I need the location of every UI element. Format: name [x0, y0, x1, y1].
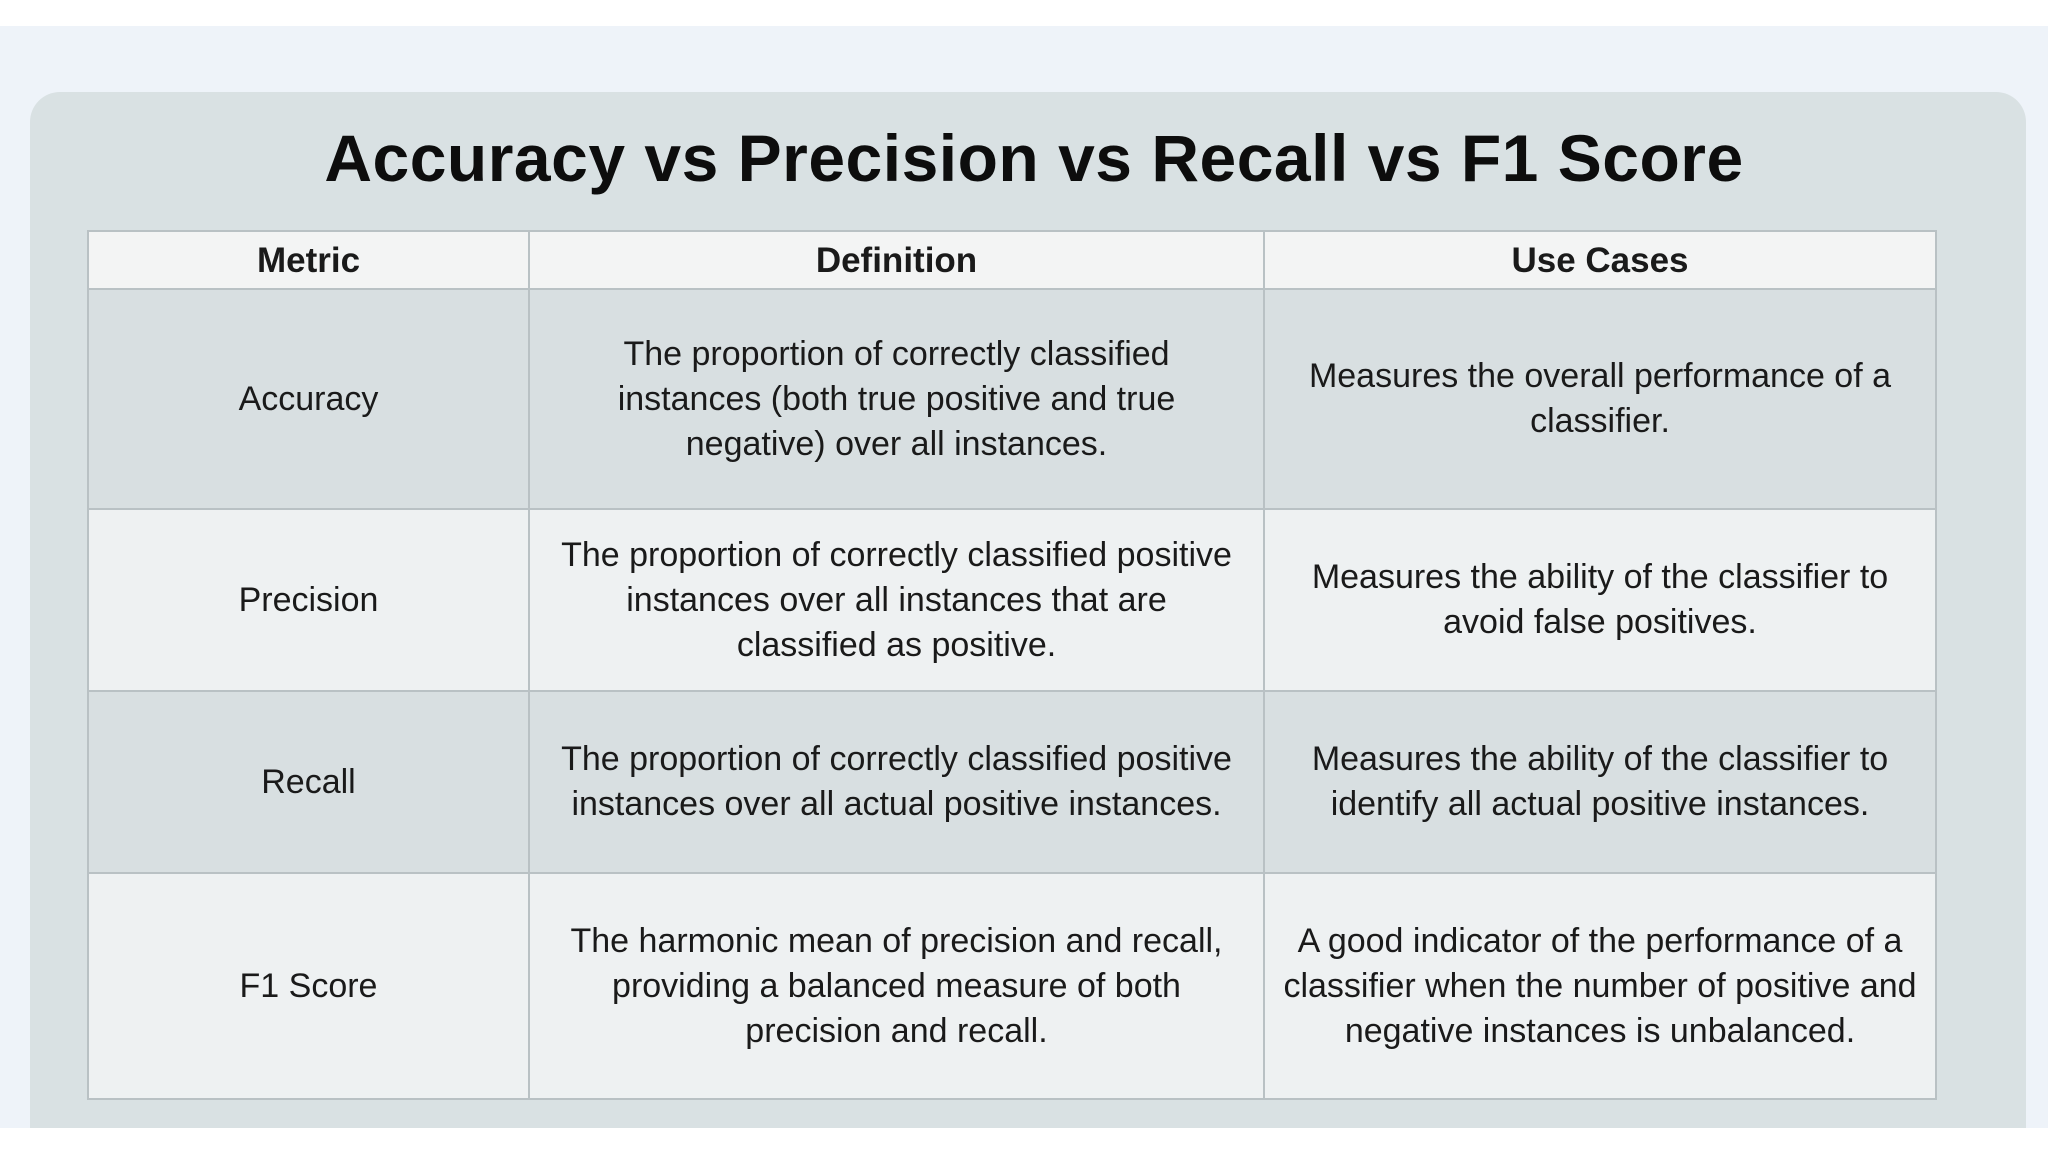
cell-definition: The proportion of correctly classified p…: [528, 508, 1265, 692]
cell-metric: Accuracy: [87, 288, 530, 510]
metrics-comparison-table: Metric Definition Use Cases Accuracy The…: [87, 230, 1937, 1100]
cell-definition: The harmonic mean of precision and recal…: [528, 872, 1265, 1100]
cell-definition: The proportion of correctly classified p…: [528, 690, 1265, 874]
table-row-accuracy: Accuracy The proportion of correctly cla…: [87, 288, 1937, 510]
cell-use-case: Measures the ability of the classifier t…: [1263, 690, 1937, 874]
table-row-recall: Recall The proportion of correctly class…: [87, 690, 1937, 874]
table-row-f1-score: F1 Score The harmonic mean of precision …: [87, 872, 1937, 1100]
cell-metric: F1 Score: [87, 872, 530, 1100]
cell-metric: Recall: [87, 690, 530, 874]
table-row-precision: Precision The proportion of correctly cl…: [87, 508, 1937, 692]
table-header-row: Metric Definition Use Cases: [87, 230, 1937, 290]
bottom-strip: [0, 1128, 2048, 1152]
cell-use-case: Measures the ability of the classifier t…: [1263, 508, 1937, 692]
cell-metric: Precision: [87, 508, 530, 692]
header-definition: Definition: [528, 230, 1265, 290]
cell-use-case: Measures the overall performance of a cl…: [1263, 288, 1937, 510]
cell-use-case: A good indicator of the performance of a…: [1263, 872, 1937, 1100]
page-title: Accuracy vs Precision vs Recall vs F1 Sc…: [324, 121, 1744, 195]
header-metric: Metric: [87, 230, 530, 290]
header-use-cases: Use Cases: [1263, 230, 1937, 290]
cell-definition: The proportion of correctly classified i…: [528, 288, 1265, 510]
